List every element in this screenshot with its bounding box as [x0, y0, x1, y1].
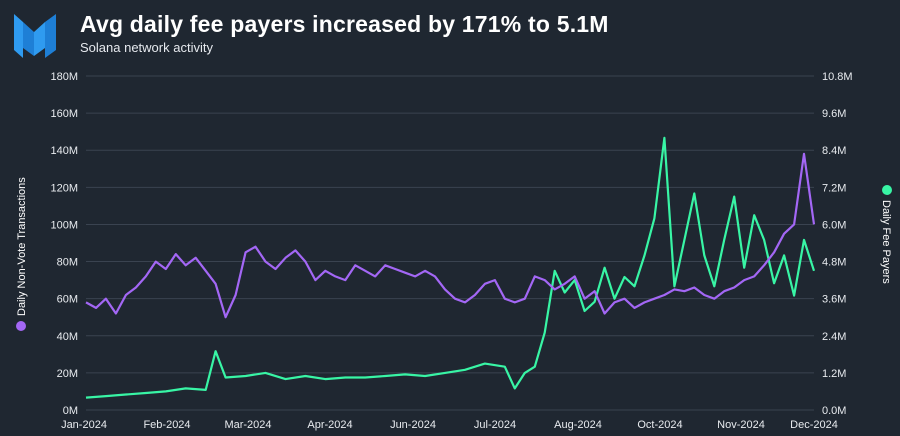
- left-tick-label: 40M: [57, 331, 78, 343]
- chart-title: Avg daily fee payers increased by 171% t…: [80, 11, 609, 37]
- right-tick-label: 9.6M: [822, 108, 846, 120]
- right-axis-title-group: Daily Fee Payers: [880, 185, 892, 284]
- left-axis-title: Daily Non-Vote Transactions: [16, 177, 28, 316]
- left-tick-label: 140M: [50, 145, 78, 157]
- right-tick-label: 1.2M: [822, 368, 846, 380]
- x-tick-label: Oct-2024: [637, 419, 682, 431]
- left-tick-label: 180M: [50, 71, 78, 83]
- right-tick-label: 6.0M: [822, 219, 846, 231]
- fee-payers-line: [85, 136, 816, 399]
- left-tick-label: 80M: [57, 257, 78, 269]
- chart-subtitle: Solana network activity: [80, 40, 213, 55]
- grid-lines: [86, 75, 814, 411]
- right-tick-label: 10.8M: [822, 71, 853, 83]
- x-tick-label: Jun-2024: [390, 419, 436, 431]
- x-tick-label: Aug-2024: [554, 419, 602, 431]
- x-tick-label: Nov-2024: [717, 419, 765, 431]
- x-tick-label: Jan-2024: [61, 419, 107, 431]
- right-tick-label: 4.8M: [822, 257, 846, 269]
- messari-logo-icon: [12, 10, 66, 60]
- x-axis-ticks: Jan-2024 Feb-2024 Mar-2024 Apr-2024 Jun-2024…: [61, 419, 838, 431]
- left-tick-label: 20M: [57, 368, 78, 380]
- transactions-line: [85, 152, 816, 319]
- left-tick-label: 0M: [63, 405, 78, 417]
- right-tick-label: 3.6M: [822, 294, 846, 306]
- right-tick-label: 0.0M: [822, 405, 846, 417]
- left-tick-label: 60M: [57, 294, 78, 306]
- x-tick-label: Mar-2024: [224, 419, 271, 431]
- left-tick-label: 120M: [50, 182, 78, 194]
- right-axis-title: Daily Fee Payers: [880, 200, 892, 284]
- left-axis-title-group: Daily Non-Vote Transactions: [16, 177, 28, 331]
- x-tick-label: Dec-2024: [790, 419, 838, 431]
- left-tick-label: 160M: [50, 108, 78, 120]
- x-tick-label: Jul-2024: [474, 419, 516, 431]
- right-tick-label: 2.4M: [822, 331, 846, 343]
- left-tick-label: 100M: [50, 219, 78, 231]
- left-axis-ticks: 0M 20M 40M 60M 80M 100M 120M 140M 160M 180M: [50, 71, 78, 417]
- x-tick-label: Feb-2024: [143, 419, 190, 431]
- left-axis-legend-dot: [16, 321, 26, 331]
- x-tick-label: Apr-2024: [307, 419, 352, 431]
- right-tick-label: 7.2M: [822, 182, 846, 194]
- right-axis-ticks: 0.0M 1.2M 2.4M 3.6M 4.8M 6.0M 7.2M 8.4M 9.6M 10.8…: [822, 71, 853, 417]
- right-tick-label: 8.4M: [822, 145, 846, 157]
- right-axis-legend-dot: [882, 185, 892, 195]
